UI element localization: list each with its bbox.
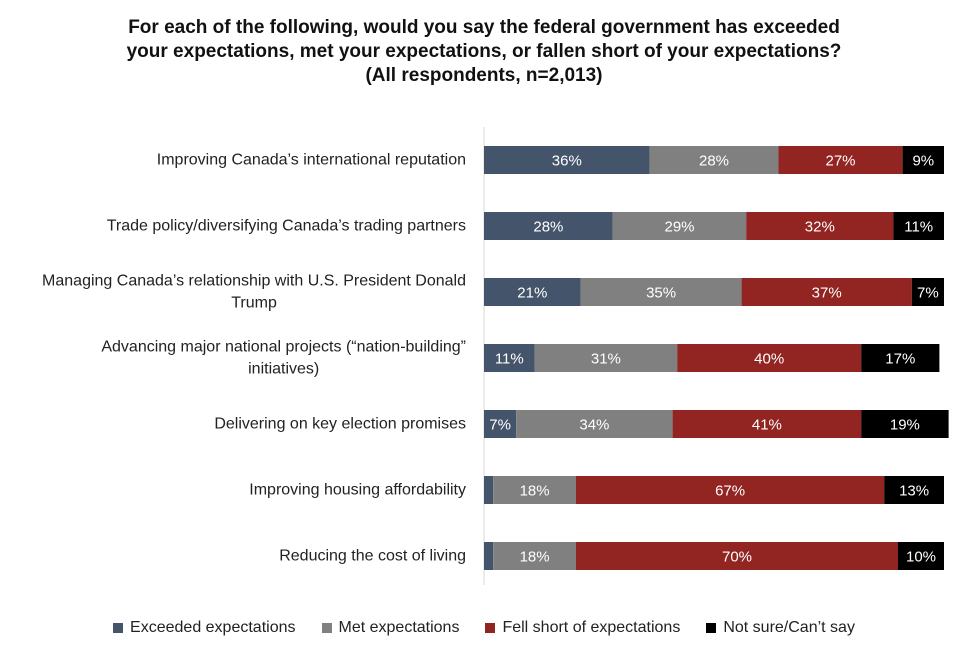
category-label: Trump [231, 295, 277, 312]
bar-segment-not-sure [893, 212, 944, 240]
bar-value-label: 31% [591, 351, 621, 368]
bar-segment-exceeded [484, 542, 494, 570]
bar-segment-fell-short [746, 212, 894, 240]
category-label: Advancing major national projects (“nati… [101, 339, 466, 356]
bar-value-label: 27% [825, 153, 855, 170]
bar-segment-met [534, 344, 678, 372]
legend-item-exceeded: Exceeded expectations [113, 619, 296, 637]
bar-segment-not-sure [861, 344, 940, 372]
bar-value-label: 21% [517, 285, 547, 302]
bar-value-label: 37% [812, 285, 842, 302]
legend-label-not-sure: Not sure/Can’t say [723, 619, 855, 636]
bar-segment-fell-short [576, 476, 885, 504]
bar-value-label: 34% [579, 417, 609, 434]
bar-segment-fell-short [672, 410, 862, 438]
legend-item-not-sure: Not sure/Can’t say [706, 619, 855, 637]
bar-segment-met [493, 542, 576, 570]
stacked-bar-chart: Improving Canada’s international reputat… [42, 127, 949, 585]
bar-segment-fell-short [677, 344, 862, 372]
bar-segment-not-sure [861, 410, 949, 438]
bar-value-label: 19% [890, 417, 920, 434]
bar-value-label: 41% [752, 417, 782, 434]
category-label: Trade policy/diversifying Canada’s tradi… [107, 218, 466, 235]
chart-title-line-1: For each of the following, would you say… [128, 17, 840, 38]
bar-value-label: 11% [495, 351, 524, 368]
bar-segment-fell-short [778, 146, 903, 174]
bar-value-label: 32% [805, 219, 835, 236]
bar-value-label: 67% [715, 483, 745, 500]
chart-title: For each of the following, would you say… [0, 16, 968, 88]
bar-value-label: 13% [899, 483, 929, 500]
bar-segment-fell-short [741, 278, 912, 306]
bar-segment-not-sure [902, 146, 944, 174]
legend-label-exceeded: Exceeded expectations [130, 619, 296, 636]
bar-value-label: 18% [520, 483, 550, 500]
chart-legend: Exceeded expectations Met expectations F… [0, 619, 968, 637]
bar-segment-exceeded [484, 146, 650, 174]
legend-swatch-fell-short [485, 623, 496, 633]
bar-segment-exceeded [484, 476, 494, 504]
bar-value-label: 11% [904, 219, 933, 236]
bar-segment-met [580, 278, 742, 306]
bar-value-label: 70% [722, 549, 752, 566]
legend-swatch-exceeded [113, 623, 124, 633]
legend-label-fell-short: Fell short of expectations [502, 619, 681, 636]
bar-value-label: 29% [664, 219, 694, 236]
bar-value-label: 40% [754, 351, 784, 368]
bar-value-label: 28% [699, 153, 729, 170]
bar-segment-met [516, 410, 673, 438]
bar-segment-exceeded [484, 278, 581, 306]
category-label: Improving Canada’s international reputat… [157, 152, 466, 169]
bar-value-label: 7% [489, 417, 511, 434]
legend-item-met: Met expectations [321, 619, 460, 637]
category-label: Reducing the cost of living [279, 548, 466, 565]
bar-segment-exceeded [484, 410, 517, 438]
bar-segment-met [612, 212, 747, 240]
bar-segment-not-sure [884, 476, 944, 504]
bar-segment-met [649, 146, 779, 174]
bar-segment-exceeded [484, 212, 613, 240]
legend-swatch-met [321, 623, 332, 633]
category-label: Managing Canada’s relationship with U.S.… [42, 273, 466, 290]
category-label: Improving housing affordability [249, 482, 466, 499]
bar-segment-exceeded [484, 344, 535, 372]
legend-item-fell-short: Fell short of expectations [485, 619, 680, 637]
bar-segment-not-sure [898, 542, 944, 570]
bar-value-label: 17% [885, 351, 915, 368]
chart-title-line-2: your expectations, met your expectations… [126, 41, 842, 62]
category-label: Delivering on key election promises [214, 416, 466, 433]
bar-value-label: 10% [906, 549, 936, 566]
chart-title-line-3: (All respondents, n=2,013) [365, 65, 603, 86]
bar-value-label: 18% [520, 549, 550, 566]
bar-value-label: 35% [646, 285, 676, 302]
bar-segment-met [493, 476, 576, 504]
bar-value-label: 28% [533, 219, 563, 236]
bar-value-label: 36% [552, 153, 582, 170]
legend-label-met: Met expectations [338, 619, 460, 636]
bar-value-label: 7% [917, 285, 939, 302]
bar-segment-fell-short [576, 542, 898, 570]
bar-segment-not-sure [911, 278, 944, 306]
legend-swatch-not-sure [706, 623, 717, 633]
category-label: initiatives) [248, 361, 319, 378]
bar-value-label: 9% [912, 153, 934, 170]
